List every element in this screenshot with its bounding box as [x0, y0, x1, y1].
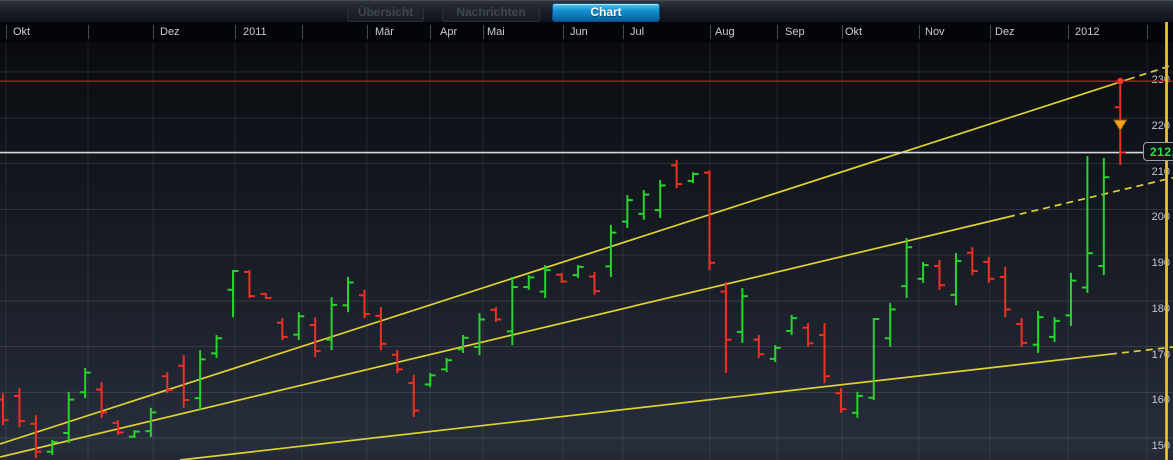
x-axis-tick	[710, 25, 711, 39]
trendline-upper-channel	[0, 78, 1129, 445]
tab-nachrichten[interactable]: Nachrichten	[442, 3, 540, 22]
x-axis-month-label: Aug	[715, 26, 735, 38]
trendline-lower-support	[179, 353, 1111, 460]
x-axis-tick	[302, 25, 303, 39]
x-axis-month-label: 2012	[1075, 26, 1100, 38]
tab-bar: Übersicht Nachrichten Chart	[0, 0, 1173, 22]
tab-chart[interactable]: Chart	[552, 3, 660, 22]
plot-bottom-edge	[0, 453, 1173, 460]
x-axis-month-label: Okt	[13, 26, 31, 38]
x-axis-month-label: Dez	[995, 26, 1015, 38]
x-axis-month-label: Sep	[785, 26, 805, 38]
right-axis-accent-line	[1165, 22, 1168, 460]
x-axis-tick	[483, 25, 484, 39]
x-axis-month-label: Mai	[487, 26, 505, 38]
x-axis-month-label: Dez	[160, 26, 180, 38]
x-axis-month-label: Jun	[570, 26, 588, 38]
chart-plot-area[interactable]	[0, 42, 1173, 460]
trendline-middle-trend	[0, 216, 1009, 458]
sell-signal-icon[interactable]	[1112, 119, 1128, 132]
x-axis-tick	[563, 25, 564, 39]
x-axis-tick	[990, 25, 991, 39]
x-axis-tick	[777, 25, 778, 39]
x-axis-month-label: 2011	[243, 26, 267, 38]
x-axis-tick	[1147, 25, 1148, 39]
tab-uebersicht[interactable]: Übersicht	[347, 3, 424, 22]
x-axis-month-label: Nov	[925, 26, 945, 38]
current-price-badge: 212,	[1143, 142, 1173, 161]
x-axis-tick	[6, 25, 7, 39]
x-axis-month-label: Okt	[845, 26, 863, 38]
x-axis-tick	[1068, 25, 1069, 39]
x-axis-tick	[842, 25, 843, 39]
x-axis-tick	[153, 25, 154, 39]
alert-dot	[1116, 77, 1124, 85]
x-axis-tick	[367, 25, 368, 39]
x-axis-month-label: Apr	[440, 26, 458, 38]
x-axis-month-label: Mär	[375, 26, 394, 38]
x-axis-tick	[235, 25, 236, 39]
x-axis-strip: Okt Dez 2011 Mär Apr Mai Jun Jul Aug Sep Okt Nov Dez…	[0, 22, 1173, 42]
x-axis-month-label: Jul	[630, 26, 645, 38]
trendline-lower-support-projection	[1109, 346, 1173, 356]
x-axis-tick	[623, 25, 624, 39]
trendline-middle-trend-projection	[1007, 176, 1173, 218]
x-axis-tick	[919, 25, 920, 39]
x-axis-tick	[88, 25, 89, 39]
price-chart-canvas	[0, 42, 1173, 460]
x-axis-tick	[430, 25, 431, 39]
